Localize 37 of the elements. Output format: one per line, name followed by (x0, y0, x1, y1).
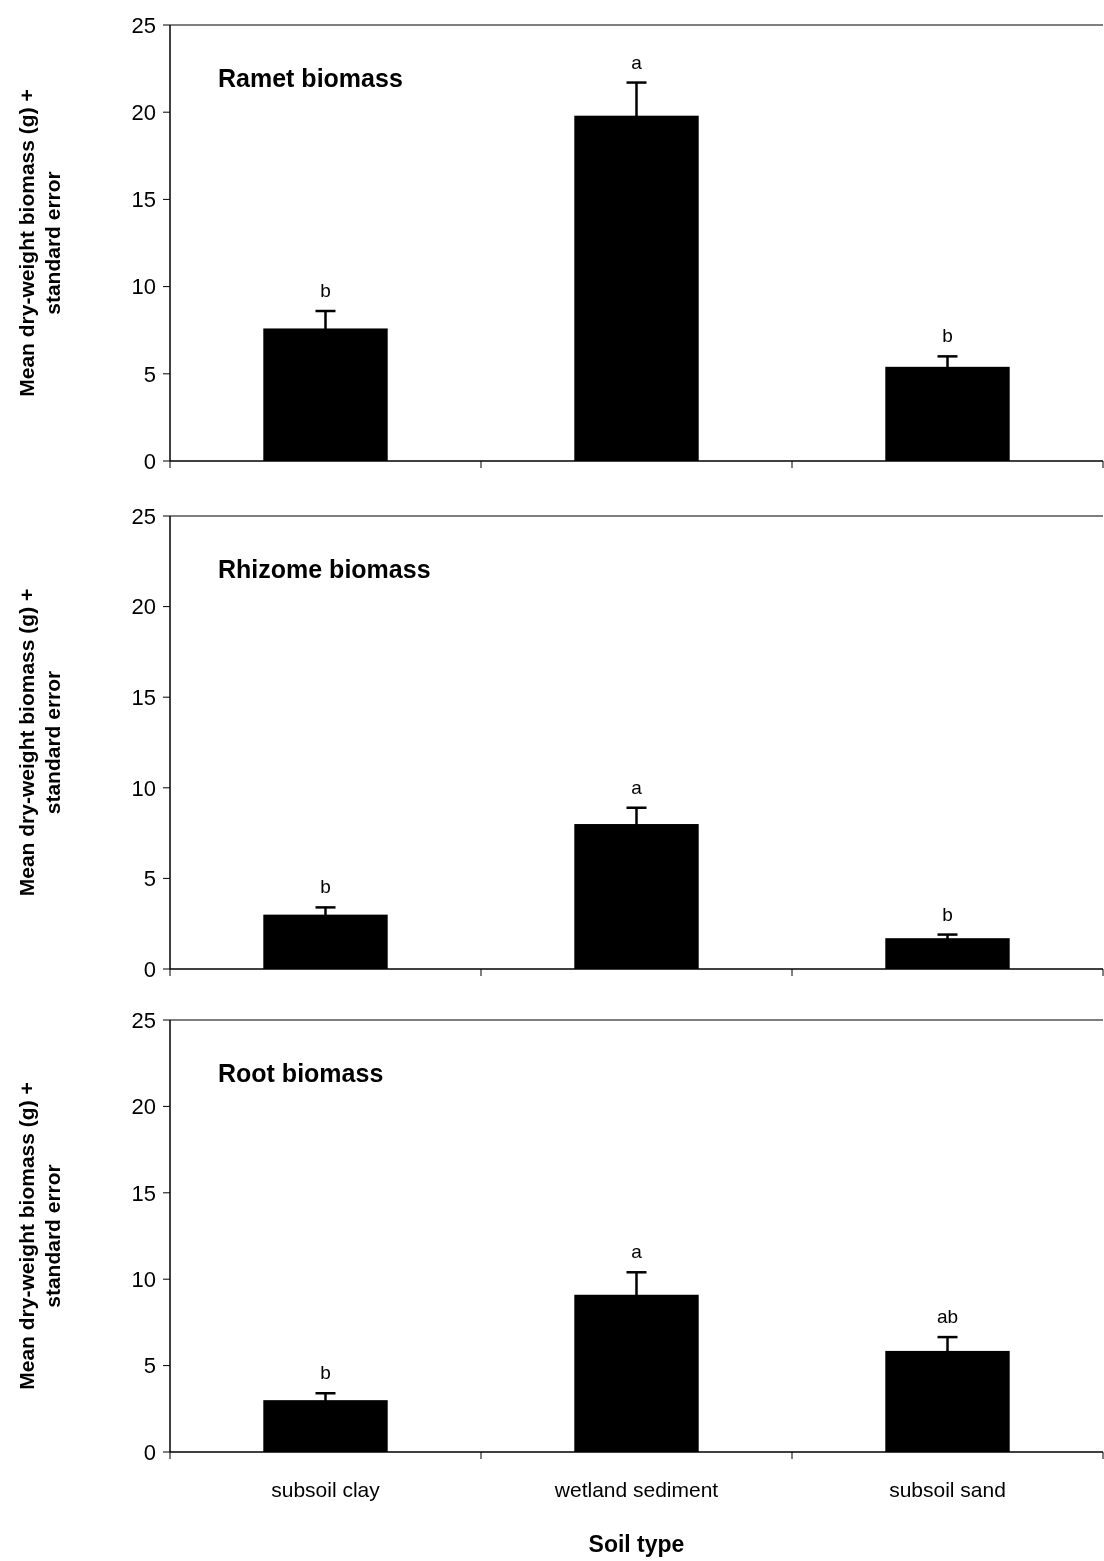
annotation: b (320, 876, 331, 898)
y-tick-label: 15 (131, 684, 156, 710)
y-tick-label: 5 (143, 866, 156, 892)
y-axis-title: Mean dry-weight biomass (g) + standard error (15, 1082, 64, 1390)
x-tick-label: subsoil sand (889, 1478, 1006, 1501)
y-tick-label: 25 (131, 503, 156, 529)
annotation: b (320, 1362, 331, 1384)
annotation: b (320, 280, 331, 302)
annotation: a (631, 776, 643, 798)
y-tick-label: 5 (143, 1353, 156, 1379)
y-tick-label: 10 (131, 274, 156, 300)
y-tick-label: 10 (131, 775, 156, 801)
x-axis-title: Soil type (588, 1531, 685, 1557)
y-tick-label: 25 (131, 1007, 156, 1033)
y-tick-label: 20 (131, 1094, 156, 1120)
y-tick-label: 15 (131, 187, 156, 213)
x-tick-label: subsoil clay (271, 1478, 381, 1501)
y-tick-label: 25 (131, 12, 156, 38)
y-axis-title: Mean dry-weight biomass (g) + standard error (15, 588, 64, 897)
annotation: b (942, 903, 953, 925)
annotation: a (631, 51, 643, 73)
x-tick-label: wetland sediment (553, 1478, 719, 1501)
y-tick-label: 0 (143, 1439, 156, 1465)
text: Rhizome biomass (218, 555, 431, 583)
y-tick-label: 15 (131, 1180, 156, 1206)
y-tick-label: 20 (131, 594, 156, 620)
y-tick-label: 5 (143, 361, 156, 387)
y-axis-title: Mean dry-weight biomass (g) + standard error (15, 89, 64, 397)
text: Ramet biomass (218, 64, 403, 92)
y-tick-label: 10 (131, 1266, 156, 1292)
annotation: ab (936, 1306, 959, 1328)
y-tick-label: 20 (131, 99, 156, 125)
annotation: b (942, 325, 953, 347)
annotation: a (631, 1241, 643, 1263)
text: Root biomass (218, 1059, 384, 1087)
y-tick-label: 0 (143, 448, 156, 474)
y-tick-label: 0 (143, 956, 156, 982)
